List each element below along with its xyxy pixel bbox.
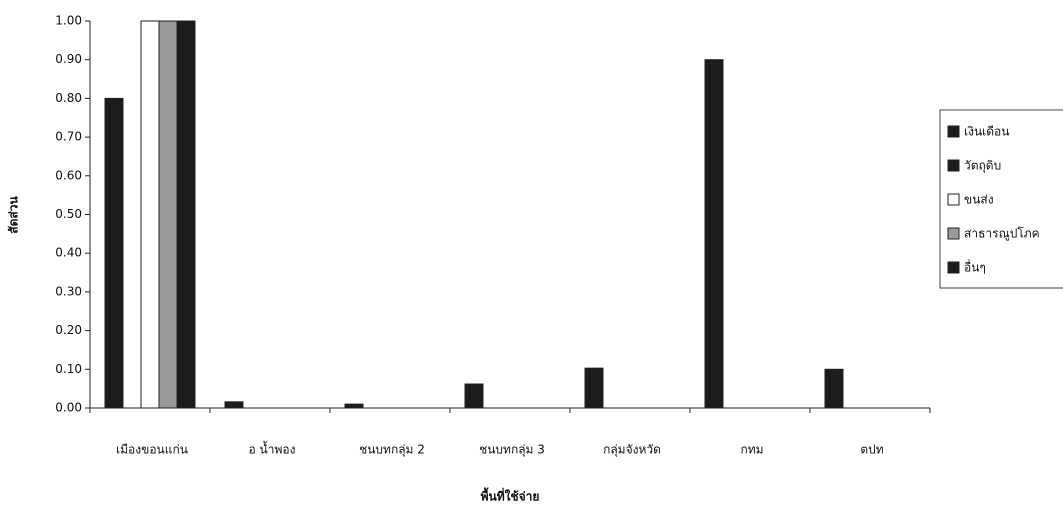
y-tick-label: 0.80 [55, 91, 82, 105]
x-tick-label: ตปท [860, 443, 883, 457]
x-tick-label: เมืองขอนแก่น [116, 443, 188, 457]
y-tick-label: 0.10 [55, 362, 82, 376]
y-tick-label: 0.70 [55, 130, 82, 144]
x-tick-label: อ น้ำพอง [249, 441, 296, 457]
y-tick-label: 1.00 [55, 14, 82, 28]
legend-box [939, 109, 1063, 289]
x-axis-title: พื้นที่ใช้จ่าย [481, 487, 540, 504]
bar [344, 403, 364, 409]
y-tick-label: 0.30 [55, 284, 82, 298]
y-tick-label: 0.00 [55, 401, 82, 415]
bar [140, 20, 160, 409]
legend-label: อื่นๆ [964, 259, 986, 275]
legend-swatch [947, 159, 960, 172]
y-axis-title: สัดส่วน [7, 196, 21, 234]
x-tick-label: ชนบทกลุ่ม 2 [359, 443, 425, 458]
legend-swatch [947, 227, 960, 240]
bar [704, 59, 724, 409]
legend-label: สาธารณูปโภค [964, 227, 1040, 242]
bar [176, 20, 196, 409]
x-tick-label: กลุ่มจังหวัด [603, 443, 661, 458]
legend-label: วัตถุดิบ [964, 159, 1001, 174]
legend-swatch [947, 261, 960, 274]
y-tick-label: 0.60 [55, 168, 82, 182]
bar [584, 367, 604, 409]
x-tick-label: กทม [740, 443, 763, 457]
y-tick-label: 0.20 [55, 323, 82, 337]
y-tick-label: 0.50 [55, 207, 82, 221]
bar [224, 401, 244, 409]
legend-label: ขนส่ง [964, 193, 994, 207]
bar [464, 383, 484, 409]
bar [824, 368, 844, 409]
y-tick-label: 0.40 [55, 246, 82, 260]
legend-label: เงินเดือน [964, 125, 1009, 139]
legend-swatch [947, 125, 960, 138]
y-tick-label: 0.90 [55, 52, 82, 66]
legend-swatch [947, 193, 960, 206]
bar [158, 20, 178, 409]
x-tick-label: ชนบทกลุ่ม 3 [479, 443, 545, 458]
bar [104, 97, 124, 409]
